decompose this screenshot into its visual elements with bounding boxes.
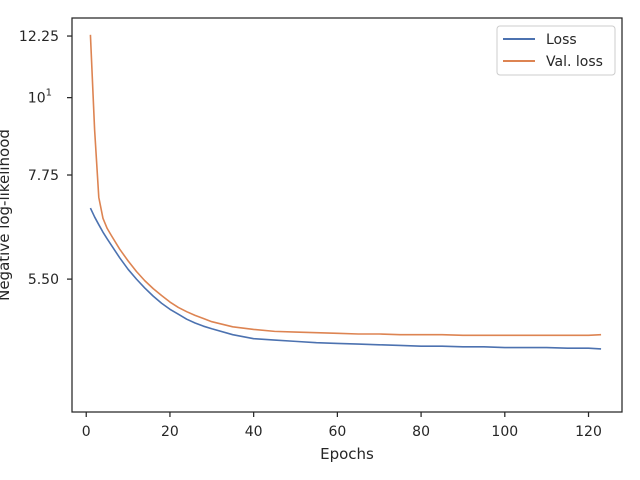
- x-tick-label: 0: [82, 424, 91, 440]
- y-tick-label: 12.25: [19, 29, 59, 45]
- x-tick-label: 20: [161, 424, 179, 440]
- legend-label-loss: Loss: [546, 32, 577, 48]
- legend-label-val-loss: Val. loss: [546, 54, 603, 70]
- legend: Loss Val. loss: [496, 25, 616, 76]
- x-tick-label: 120: [575, 424, 602, 440]
- series-layer: [89, 34, 602, 350]
- series-line-loss: [89, 207, 602, 350]
- plot-background: [72, 18, 622, 412]
- y-tick-exponent: 1: [46, 88, 52, 99]
- y-axis-label: Negative log-likelihood: [0, 129, 13, 301]
- x-tick-label: 40: [245, 424, 263, 440]
- series-line-val-loss: [89, 34, 602, 337]
- x-tick-label: 80: [412, 424, 430, 440]
- x-axis: 0 20 40 60 80 100 120: [82, 412, 602, 440]
- x-tick-label: 60: [328, 424, 346, 440]
- x-axis-label: Epochs: [320, 445, 374, 463]
- y-tick-label: 5.50: [28, 272, 59, 288]
- x-tick-label: 100: [491, 424, 518, 440]
- y-axis: 5.50 7.75 101 12.25: [19, 29, 72, 288]
- plot-frame: [71, 17, 623, 413]
- y-tick-label: 101: [28, 88, 52, 107]
- y-tick-label: 7.75: [28, 168, 59, 184]
